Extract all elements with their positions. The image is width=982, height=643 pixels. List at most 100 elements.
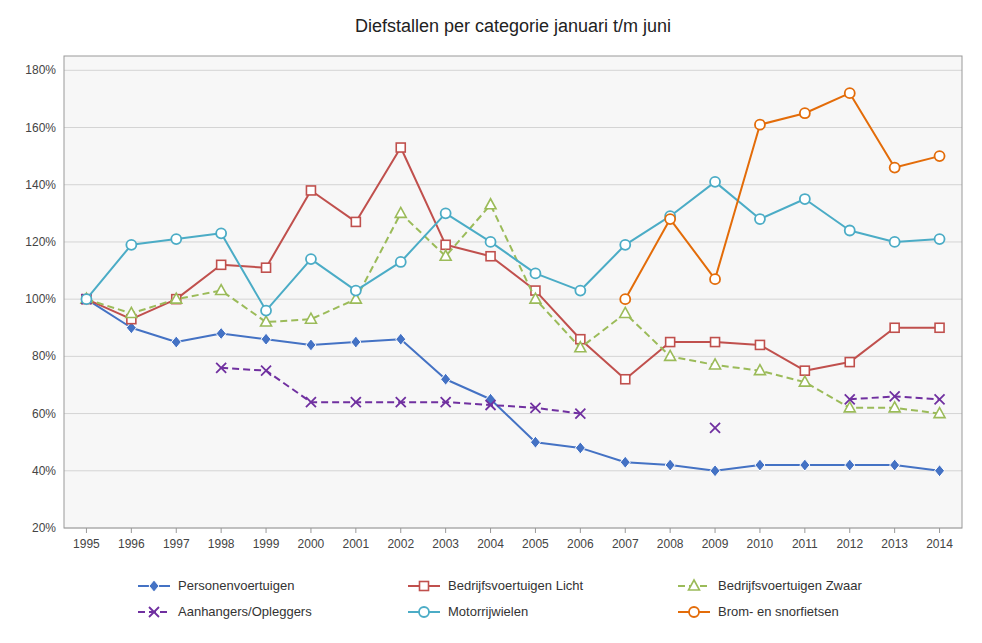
marker: [530, 268, 540, 278]
series: [81, 199, 945, 418]
marker: [486, 237, 496, 247]
legend-label: Personenvoertuigen: [178, 578, 294, 593]
series: [620, 88, 944, 304]
marker: [351, 217, 360, 226]
marker: [620, 307, 631, 317]
legend-marker: [420, 582, 429, 591]
plot-area: [64, 56, 962, 528]
x-tick-label: 2005: [522, 537, 549, 551]
x-tick-label: 1997: [163, 537, 190, 551]
grid-line: [64, 70, 962, 71]
marker: [395, 207, 406, 217]
x-tick-label: 2000: [298, 537, 325, 551]
marker: [665, 214, 675, 224]
y-tick-label: 180%: [25, 63, 56, 77]
x-tick-label: 2006: [567, 537, 594, 551]
marker: [845, 394, 855, 404]
marker: [262, 263, 271, 272]
x-tick: [804, 528, 805, 533]
marker: [800, 108, 810, 118]
marker: [710, 177, 720, 187]
marker: [666, 338, 675, 347]
marker: [261, 333, 271, 345]
x-tick: [131, 528, 132, 533]
legend-item: Bedrijfsvoertuigen Licht: [408, 578, 584, 593]
marker: [890, 459, 900, 471]
marker: [261, 316, 272, 326]
marker: [800, 194, 810, 204]
legend: Personenvoertuigen Bedrijfsvoertuigen Lic…: [138, 578, 862, 619]
x-tick-label: 2012: [836, 537, 863, 551]
marker: [486, 393, 496, 405]
marker: [710, 423, 720, 433]
grid-line: [64, 470, 962, 471]
plot-frame: [64, 56, 962, 528]
marker: [755, 340, 764, 349]
marker: [935, 394, 945, 404]
marker: [396, 333, 406, 345]
marker: [575, 342, 586, 352]
x-tick: [310, 528, 311, 533]
marker: [665, 459, 675, 471]
marker: [620, 240, 630, 250]
series: [81, 294, 944, 433]
y-tick-label: 40%: [32, 464, 56, 478]
x-tick-label: 1996: [118, 537, 145, 551]
marker: [306, 254, 316, 264]
x-tick: [849, 528, 850, 533]
marker: [800, 459, 810, 471]
marker: [486, 400, 496, 410]
chart: Diefstallen per categorie januari t/m ju…: [0, 0, 982, 643]
marker: [890, 323, 899, 332]
legend-item: Motorrijwielen: [408, 604, 528, 619]
legend-marker: [419, 607, 429, 617]
marker: [890, 237, 900, 247]
marker: [441, 208, 451, 218]
y-tick-label: 120%: [25, 235, 56, 249]
y-tick-label: 20%: [32, 521, 56, 535]
x-tick-label: 2011: [792, 537, 818, 551]
grid-line: [64, 241, 962, 242]
marker: [351, 397, 361, 407]
y-tick-label: 100%: [25, 292, 56, 306]
marker: [396, 397, 406, 407]
marker: [799, 376, 810, 386]
x-tick: [86, 528, 87, 533]
marker: [440, 250, 451, 260]
y-tick-label: 80%: [32, 349, 56, 363]
marker: [845, 88, 855, 98]
marker: [845, 225, 855, 235]
marker: [351, 336, 361, 348]
marker: [845, 358, 854, 367]
marker: [396, 143, 405, 152]
x-tick: [759, 528, 760, 533]
marker: [530, 403, 540, 413]
x-tick: [400, 528, 401, 533]
marker: [171, 293, 182, 303]
y-tick-label: 60%: [32, 407, 56, 421]
legend-label: Bedrijfsvoertuigen Licht: [448, 578, 584, 593]
marker: [126, 240, 136, 250]
x-tick: [221, 528, 222, 533]
x-tick-label: 2001: [342, 537, 369, 551]
legend-marker: [689, 580, 700, 590]
legend-label: Aanhangers/Opleggers: [178, 604, 312, 619]
x-tick: [490, 528, 491, 533]
grid-line: [64, 299, 962, 300]
x-tick-label: 1999: [253, 537, 280, 551]
x-tick-label: 2010: [747, 537, 774, 551]
marker: [530, 293, 541, 303]
legend-label: Brom- en snorfietsen: [718, 604, 839, 619]
grid-line: [64, 184, 962, 185]
x-tick-label: 1995: [73, 537, 100, 551]
series: [81, 293, 944, 477]
series-line: [86, 148, 939, 380]
marker: [935, 151, 945, 161]
series: [82, 143, 944, 384]
x-tick: [625, 528, 626, 533]
marker: [755, 459, 765, 471]
x-tick: [355, 528, 356, 533]
series-line: [221, 368, 939, 414]
marker: [890, 391, 900, 401]
marker: [754, 365, 765, 375]
